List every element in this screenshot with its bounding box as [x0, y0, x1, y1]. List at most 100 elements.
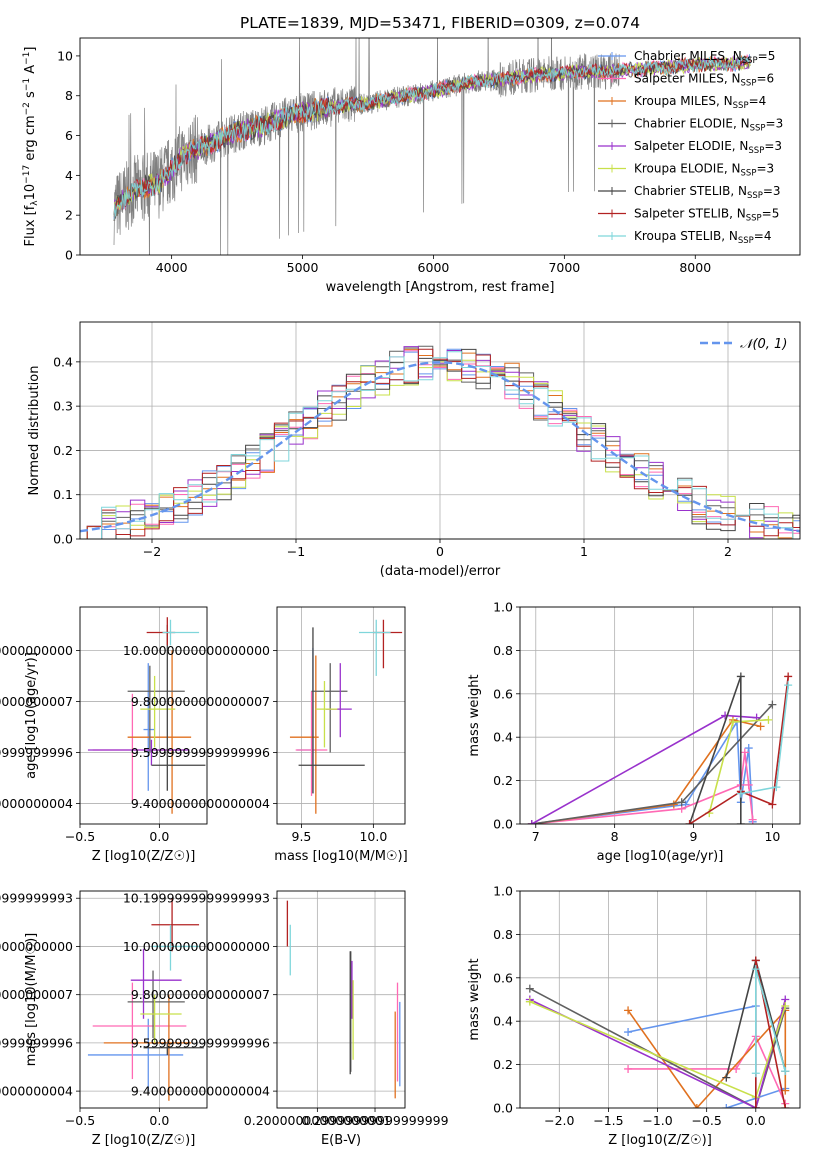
- x-axis-label: Z [log10(Z/Z☉)]: [608, 1133, 712, 1148]
- y-tick-label: 0.0: [53, 532, 73, 547]
- y-tick-label: 0.2: [53, 443, 73, 458]
- x-tick-label: 4000: [156, 260, 188, 275]
- x-axis-label: age [log10(age/yr)]: [597, 849, 724, 864]
- weight-line-chabrier_elodie: [529, 987, 787, 1108]
- model-line-kroupa_stelib: [113, 55, 751, 220]
- y-tick-label: 10.0000000000000000: [0, 939, 73, 954]
- x-tick-label: 10.0: [359, 829, 387, 844]
- axes-frame: [79, 37, 801, 256]
- weight-marker-chabrier_miles: [624, 1028, 633, 1037]
- y-tick-label: 9.5999999999999996: [0, 745, 73, 760]
- y-tick-label: 9.5999999999999996: [0, 1035, 73, 1050]
- weight-marker-salpeter_stelib: [751, 1104, 760, 1108]
- legend-label-normal: 𝒩(0, 1): [740, 337, 787, 352]
- y-tick-label: 10.0000000000000000: [0, 643, 73, 658]
- legend-label-chabrier_stelib: Chabrier STELIB, NSSP=3: [634, 184, 781, 201]
- weight-line-kroupa_miles: [531, 718, 761, 824]
- y-tick-label: 10.1999999999999993: [123, 891, 270, 906]
- x-tick-label: 0: [436, 544, 444, 559]
- y-tick-label: 1.0: [493, 600, 513, 615]
- y-tick-label: 9.4000000000000004: [131, 1084, 270, 1099]
- y-tick-label: 0.8: [493, 643, 513, 658]
- weight-marker-kroupa_stelib: [784, 681, 793, 690]
- y-axis-label: mass weight: [467, 958, 482, 1040]
- legend-label-salpeter_elodie: Salpeter ELODIE, NSSP=3: [634, 139, 782, 156]
- y-tick-label: 10.0000000000000000: [123, 939, 270, 954]
- x-tick-label: 0.0: [149, 829, 169, 844]
- x-axis-label: Z [log10(Z/Z☉)]: [92, 849, 196, 864]
- weight-marker-salpeter_stelib: [751, 956, 760, 965]
- x-tick-label: 10: [764, 829, 780, 844]
- x-tick-label: 8000: [679, 260, 711, 275]
- weight-marker-kroupa_stelib: [751, 1069, 760, 1078]
- y-tick-label: 9.8000000000000007: [0, 987, 73, 1002]
- weight_vs_age-data: [527, 672, 793, 824]
- weight-marker-salpeter_miles: [732, 1064, 741, 1073]
- y-axis-label: mass [log10(M/M☉)]: [24, 933, 39, 1066]
- weight-marker-chabrier_elodie: [525, 984, 534, 993]
- weight-line-salpeter_miles: [531, 752, 754, 824]
- weight-line-salpeter_stelib: [689, 676, 789, 824]
- age_vs_mass-data: [289, 619, 403, 814]
- figure-title: PLATE=1839, MJD=53471, FIBERID=0309, z=0…: [240, 14, 640, 32]
- residuals-panel: −2 −1 0 1 2 0.0 0.1 0.2 0.3 0.4 (data-model)/error…: [27, 321, 801, 579]
- x-tick-label: −0.5: [65, 829, 95, 844]
- x-axis-label: mass [log10(M/M☉)]: [274, 849, 407, 864]
- weight-marker-chabrier_miles: [722, 1104, 731, 1108]
- y-tick-label: 9.8000000000000007: [131, 694, 270, 709]
- y-tick-label: 9.5999999999999996: [131, 1035, 270, 1050]
- y-tick-label: 6: [65, 128, 73, 143]
- y-tick-label: 9.4000000000000004: [0, 796, 73, 811]
- histogram-data: [80, 345, 800, 539]
- x-axis-label: E(B-V): [321, 1133, 361, 1148]
- spectrum-data: [113, 38, 751, 255]
- y-tick-label: 10: [57, 48, 73, 63]
- y-tick-label: 9.5999999999999996: [131, 745, 270, 760]
- axes-frame: [276, 606, 406, 825]
- axes-frame: [79, 321, 801, 540]
- weight-marker-kroupa_elodie: [781, 1002, 790, 1011]
- x-tick-label: −2.0: [544, 1113, 574, 1128]
- weight-marker-kroupa_elodie: [728, 718, 737, 727]
- weight-marker-kroupa_elodie: [764, 715, 773, 724]
- axes-frame: [276, 890, 406, 1109]
- y-tick-label: 0.4: [53, 354, 73, 369]
- mass_vs_Z-data: [87, 898, 204, 1101]
- weight_vs_Z-data: [525, 956, 790, 1108]
- y-tick-label: 0.4: [493, 1014, 513, 1029]
- x-tick-label: −1: [287, 544, 305, 559]
- y-tick-label: 0.0: [493, 1101, 513, 1116]
- x-tick-label: 0.29999999999999999: [301, 1113, 448, 1128]
- x-axis-label: (data-model)/error: [380, 564, 501, 579]
- y-tick-label: 9.4000000000000004: [131, 796, 270, 811]
- x-axis-label: wavelength [Angstrom, rest frame]: [326, 280, 555, 295]
- legend-label-salpeter_stelib: Salpeter STELIB, NSSP=5: [634, 207, 779, 224]
- y-tick-label: 9.4000000000000004: [0, 1084, 73, 1099]
- x-axis-label: Z [log10(Z/Z☉)]: [92, 1133, 196, 1148]
- mass_vs_ebv-data: [286, 900, 401, 1099]
- weight-marker-salpeter_miles: [744, 780, 753, 789]
- y-tick-label: 0.1: [53, 487, 73, 502]
- weight-marker-kroupa_miles: [692, 1104, 701, 1108]
- y-tick-label: 0.2: [493, 773, 513, 788]
- weight-marker-salpeter_stelib: [781, 1104, 790, 1108]
- weight-marker-salpeter_stelib: [784, 672, 793, 681]
- y-tick-label: 0.8: [493, 927, 513, 942]
- weight-line-chabrier_stelib: [688, 676, 742, 824]
- weight-marker-kroupa_stelib: [781, 1067, 790, 1076]
- x-tick-label: −1.5: [593, 1113, 623, 1128]
- y-axis-label: age [log10(age/yr)]: [24, 652, 39, 779]
- weight_vs_Z-panel: −2.0 −1.5 −1.0 −0.5 0.0 0.0 0.2 0.4 0.6 0.8 1.0 Z […: [467, 884, 801, 1148]
- y-tick-label: 0.6: [493, 686, 513, 701]
- weight-marker-chabrier_stelib: [722, 1073, 731, 1082]
- x-tick-label: 0.20000000000000001: [244, 1113, 391, 1128]
- weight-marker-kroupa_stelib: [751, 965, 760, 974]
- x-tick-label: 9: [690, 829, 698, 844]
- y-tick-label: 2: [65, 208, 73, 223]
- age_vs_Z-data: [87, 617, 206, 814]
- weight-marker-kroupa_miles: [624, 1006, 633, 1015]
- x-tick-label: 7000: [548, 260, 580, 275]
- weight-line-chabrier_miles: [531, 719, 754, 824]
- y-tick-label: 8: [65, 88, 73, 103]
